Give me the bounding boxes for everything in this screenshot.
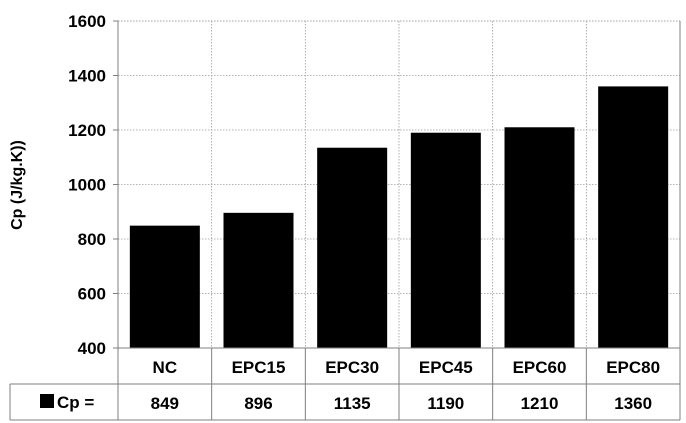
x-category-label: NC <box>153 358 178 377</box>
y-tick-label: 800 <box>78 230 106 249</box>
bar-epc80 <box>598 86 669 349</box>
y-tick-label: 1200 <box>68 121 106 140</box>
data-value-label: 1190 <box>427 394 464 413</box>
data-value-label: 849 <box>151 394 179 413</box>
bar-epc30 <box>317 147 388 348</box>
x-category-label: EPC15 <box>232 358 286 377</box>
x-category-label: EPC45 <box>419 358 473 377</box>
legend-key <box>40 394 54 408</box>
data-value-label: 1360 <box>614 394 652 413</box>
gridlines <box>118 20 680 348</box>
x-category-label: EPC30 <box>325 358 379 377</box>
y-tick-label: 1600 <box>68 12 106 31</box>
y-axis: 400 600 800 1000 1200 1400 1600 <box>68 12 681 420</box>
data-value-label: 1210 <box>521 394 559 413</box>
x-category-label: EPC80 <box>606 358 660 377</box>
bar-nc <box>129 225 200 348</box>
y-tick-label: 1000 <box>68 176 106 195</box>
data-table: NC 849 EPC15 896 EPC30 1135 EPC45 1190 EPC60 1210… <box>9 347 680 421</box>
bar-epc45 <box>410 132 481 348</box>
y-tick-label: 400 <box>78 339 106 358</box>
x-category-label: EPC60 <box>513 358 567 377</box>
y-tick-label: 600 <box>78 285 106 304</box>
y-tick-label: 1400 <box>68 67 106 86</box>
bars <box>129 86 669 349</box>
y-axis-label: Cp (J/kg.K)) <box>9 140 26 230</box>
series-name-label: Cp = <box>57 393 94 412</box>
bar-epc15 <box>223 212 294 348</box>
data-value-label: 1135 <box>334 394 371 413</box>
data-value-label: 896 <box>244 394 272 413</box>
bar-epc60 <box>504 127 575 349</box>
